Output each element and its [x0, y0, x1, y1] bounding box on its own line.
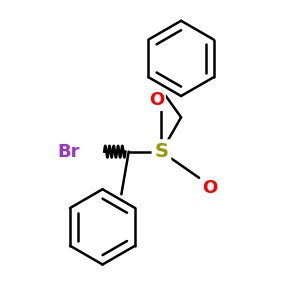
Text: S: S	[154, 142, 169, 161]
Text: O: O	[149, 91, 164, 109]
Text: Br: Br	[57, 142, 80, 160]
Text: O: O	[202, 179, 218, 197]
